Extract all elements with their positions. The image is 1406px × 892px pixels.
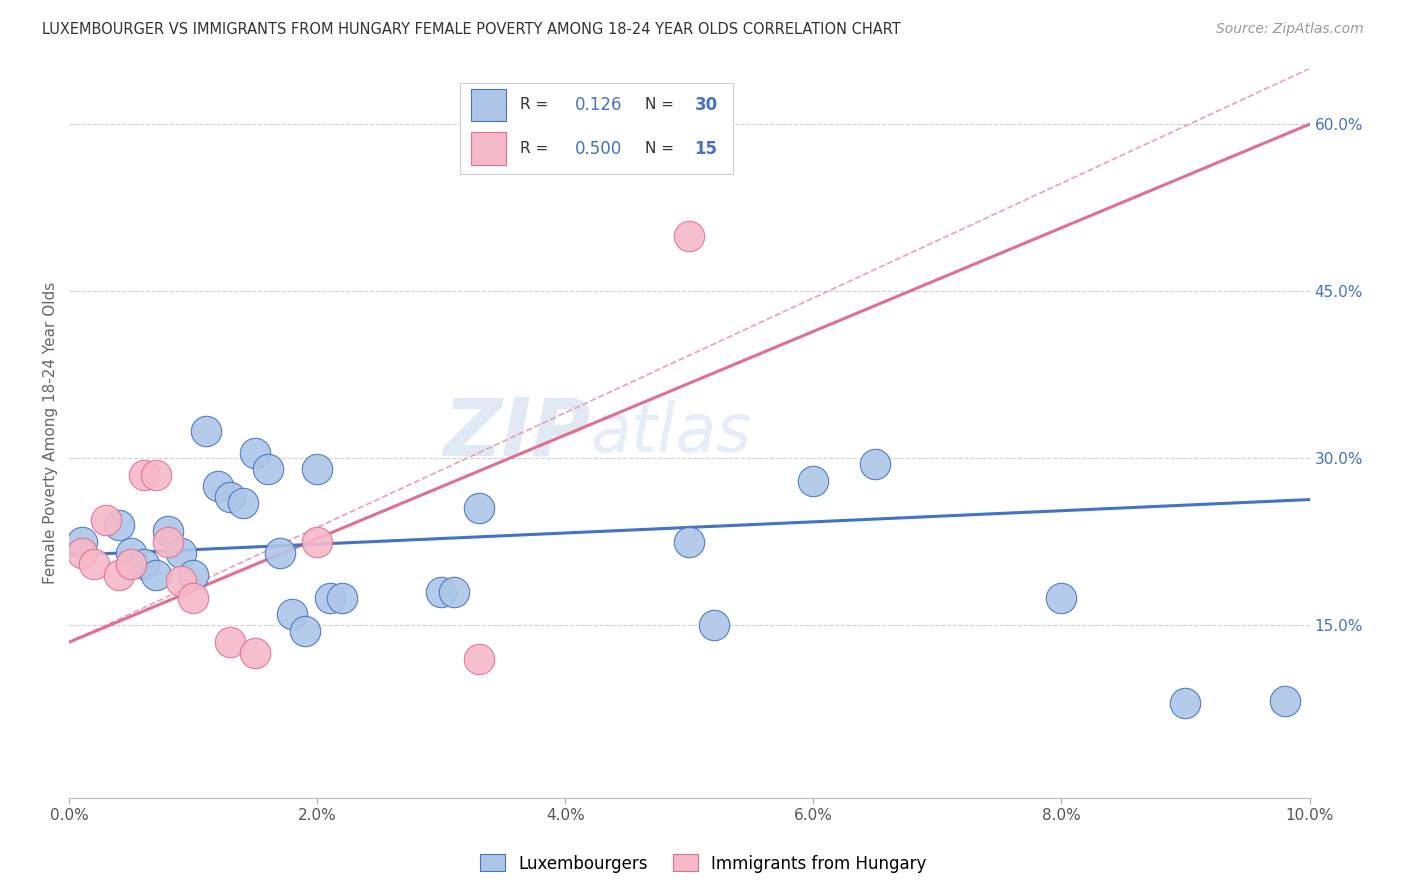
Point [1050, 591, 1073, 605]
Point [281, 607, 304, 622]
Point [132, 468, 155, 483]
Point [120, 546, 142, 560]
Point [96, 513, 118, 527]
Point [294, 624, 316, 638]
Point [157, 524, 180, 538]
Point [245, 646, 267, 660]
Point [678, 534, 700, 549]
Point [120, 557, 142, 571]
Point [1174, 697, 1197, 711]
Point [132, 557, 155, 571]
Point [443, 585, 465, 599]
Point [430, 585, 453, 599]
Text: ZIP: ZIP [443, 394, 591, 472]
Point [170, 546, 193, 560]
Point [307, 534, 329, 549]
Point [803, 474, 825, 488]
Point [865, 457, 887, 471]
Point [207, 479, 229, 493]
Point [1274, 694, 1296, 708]
Point [157, 534, 180, 549]
Point [330, 591, 353, 605]
Text: Source: ZipAtlas.com: Source: ZipAtlas.com [1216, 22, 1364, 37]
Point [269, 546, 291, 560]
Point [678, 228, 700, 243]
Point [467, 501, 489, 516]
Point [181, 591, 204, 605]
Y-axis label: Female Poverty Among 18-24 Year Olds: Female Poverty Among 18-24 Year Olds [44, 282, 58, 584]
Legend: Luxembourgers, Immigrants from Hungary: Luxembourgers, Immigrants from Hungary [472, 847, 934, 880]
Point [145, 568, 167, 582]
Point [219, 491, 242, 505]
Point [219, 635, 242, 649]
Point [181, 568, 204, 582]
Point [145, 468, 167, 483]
Point [467, 652, 489, 666]
Point [70, 534, 93, 549]
Point [245, 446, 267, 460]
Point [170, 574, 193, 588]
Point [108, 568, 131, 582]
Point [108, 518, 131, 533]
Point [194, 424, 217, 438]
Point [70, 546, 93, 560]
Point [83, 557, 105, 571]
Point [703, 618, 725, 632]
Point [256, 462, 278, 476]
Point [307, 462, 329, 476]
Point [232, 496, 254, 510]
Point [318, 591, 340, 605]
Text: atlas: atlas [591, 401, 751, 467]
Text: LUXEMBOURGER VS IMMIGRANTS FROM HUNGARY FEMALE POVERTY AMONG 18-24 YEAR OLDS COR: LUXEMBOURGER VS IMMIGRANTS FROM HUNGARY … [42, 22, 901, 37]
